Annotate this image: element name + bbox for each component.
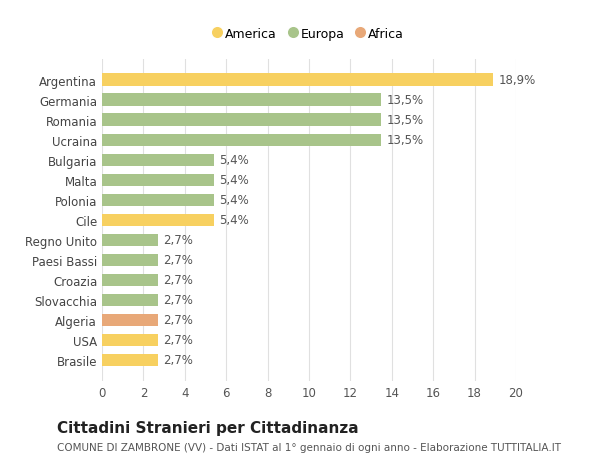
Bar: [102, 314, 158, 326]
Bar: [102, 194, 214, 207]
Text: 13,5%: 13,5%: [386, 114, 424, 127]
Text: 2,7%: 2,7%: [163, 334, 193, 347]
Bar: [102, 114, 382, 127]
Bar: [102, 154, 214, 167]
Bar: [102, 214, 214, 226]
Bar: [102, 334, 158, 347]
Bar: [102, 254, 158, 267]
Bar: [102, 74, 493, 87]
Bar: [102, 294, 158, 307]
Bar: [102, 174, 214, 186]
Text: 2,7%: 2,7%: [163, 274, 193, 287]
Text: 5,4%: 5,4%: [219, 194, 249, 207]
Bar: [102, 134, 382, 146]
Text: 5,4%: 5,4%: [219, 214, 249, 227]
Text: Cittadini Stranieri per Cittadinanza: Cittadini Stranieri per Cittadinanza: [57, 420, 359, 435]
Bar: [102, 94, 382, 106]
Bar: [102, 234, 158, 246]
Text: 5,4%: 5,4%: [219, 174, 249, 187]
Text: 2,7%: 2,7%: [163, 294, 193, 307]
Text: COMUNE DI ZAMBRONE (VV) - Dati ISTAT al 1° gennaio di ogni anno - Elaborazione T: COMUNE DI ZAMBRONE (VV) - Dati ISTAT al …: [57, 442, 561, 452]
Text: 13,5%: 13,5%: [386, 94, 424, 107]
Bar: [102, 274, 158, 286]
Text: 2,7%: 2,7%: [163, 314, 193, 327]
Legend: America, Europa, Africa: America, Europa, Africa: [210, 24, 408, 45]
Text: 2,7%: 2,7%: [163, 254, 193, 267]
Text: 2,7%: 2,7%: [163, 234, 193, 247]
Text: 2,7%: 2,7%: [163, 354, 193, 367]
Text: 18,9%: 18,9%: [499, 74, 536, 87]
Bar: [102, 354, 158, 366]
Text: 5,4%: 5,4%: [219, 154, 249, 167]
Text: 13,5%: 13,5%: [386, 134, 424, 147]
